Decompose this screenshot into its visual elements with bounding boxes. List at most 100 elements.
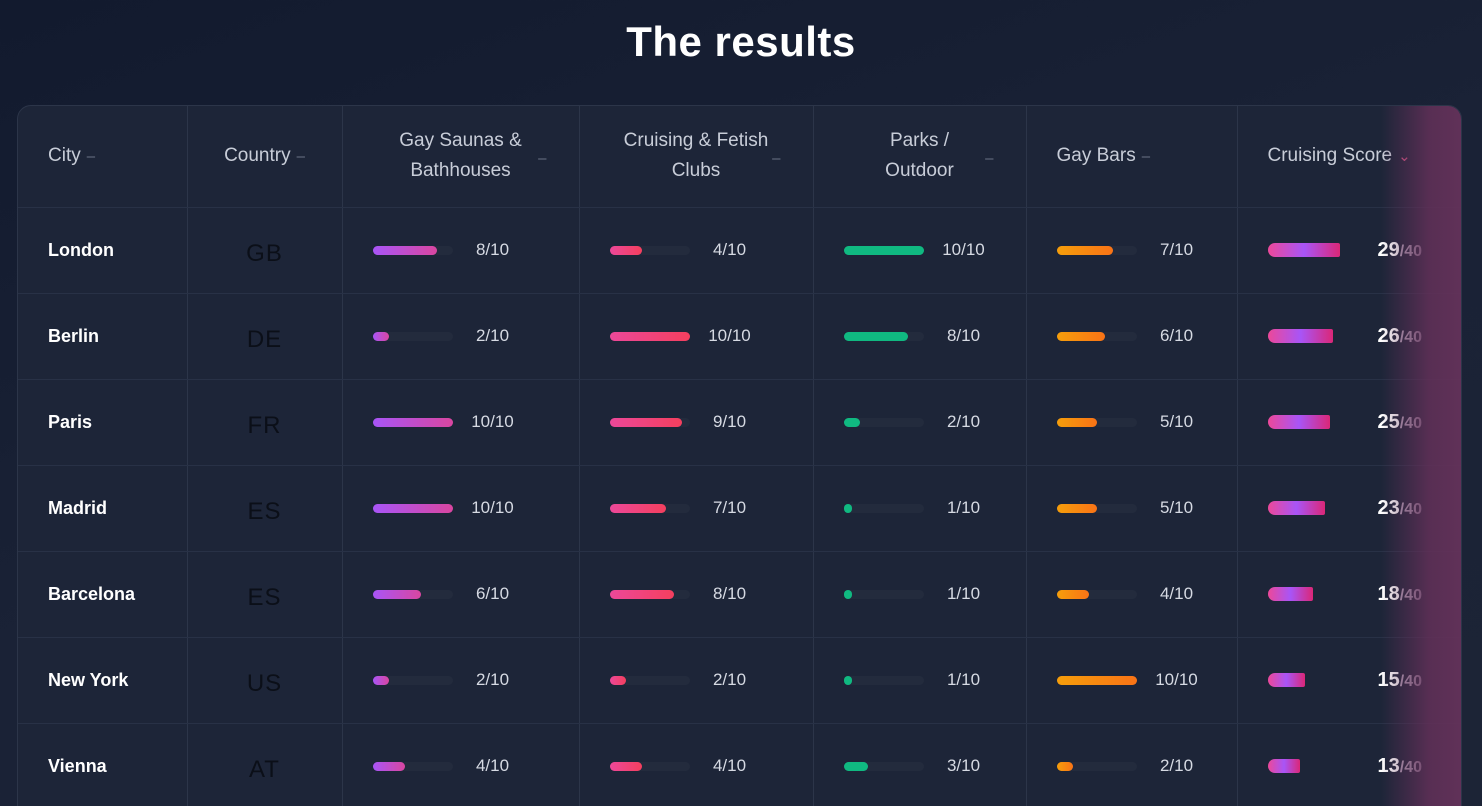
city-cell: New York [18,637,188,724]
saunas-bar-track [372,503,453,513]
saunas-value: 4/10 [475,756,510,775]
saunas-bar-fill [372,503,453,513]
parks-cell: 8/10 [813,293,1027,380]
bars-value: 2/10 [1159,756,1194,775]
score-value: 13/40 [1378,755,1423,778]
table-row: New York US 2/10 2/10 1/10 10/10 15/40 [18,637,1461,724]
bars-bar-fill [1056,331,1105,341]
table-row: London GB 8/10 4/10 10/10 7/10 29/40 [18,207,1461,294]
column-header-country[interactable]: Country – [187,106,343,208]
bars-bar-track [1056,245,1137,255]
score-bar-track [1267,673,1368,687]
clubs-value: 8/10 [712,584,747,603]
clubs-cell: 10/10 [579,293,814,380]
parks-bar-fill [843,245,924,255]
clubs-bar-track [609,245,690,255]
saunas-bar-fill [372,761,405,771]
score-denominator: /40 [1399,586,1422,604]
bars-bar-fill [1056,245,1113,255]
saunas-bar-track [372,589,453,599]
score-bar-fill [1267,501,1325,515]
column-header-score[interactable]: Cruising Score ⌄ [1237,106,1461,208]
bars-cell: 4/10 [1026,551,1238,638]
bars-value: 4/10 [1159,584,1194,603]
parks-bar-track [843,761,924,771]
bars-value: 10/10 [1155,670,1198,689]
bars-value: 6/10 [1159,326,1194,345]
bars-cell: 6/10 [1026,293,1238,380]
clubs-bar-track [609,503,690,513]
bars-value: 5/10 [1159,412,1194,431]
parks-value: 2/10 [946,412,981,431]
column-label: Cruising & Fetish Clubs [623,130,769,182]
score-bar-fill [1267,759,1300,773]
score-cell: 13/40 [1237,723,1461,806]
column-label: Country [224,144,291,166]
score-bar-fill [1267,243,1340,257]
results-table: City – Country – Gay Saunas & Bathhouses – … [18,106,1461,806]
table-row: Barcelona ES 6/10 8/10 1/10 4/10 18/40 [18,551,1461,638]
page-title: The results [626,18,856,65]
clubs-cell: 2/10 [579,637,814,724]
parks-bar-fill [843,589,852,599]
bars-bar-track [1056,417,1137,427]
parks-bar-track [843,675,924,685]
saunas-value: 10/10 [471,498,514,517]
sort-descending-icon: ⌄ [1398,147,1411,165]
saunas-cell: 8/10 [342,207,580,294]
saunas-cell: 2/10 [342,637,580,724]
saunas-value: 10/10 [471,412,514,431]
country-cell: US [187,637,343,724]
score-value: 29/40 [1378,239,1423,262]
score-bar-track [1267,329,1368,343]
saunas-bar-fill [372,589,421,599]
table-row: Vienna AT 4/10 4/10 3/10 2/10 13/40 [18,723,1461,806]
country-cell: DE [187,293,343,380]
clubs-bar-track [609,589,690,599]
parks-bar-track [843,589,924,599]
saunas-bar-fill [372,417,453,427]
saunas-bar-track [372,417,453,427]
bars-bar-fill [1056,589,1089,599]
column-header-city[interactable]: City – [18,106,188,208]
parks-value: 1/10 [946,498,981,517]
parks-value: 1/10 [946,584,981,603]
sort-neutral-icon: – [538,150,547,167]
bars-bar-fill [1056,503,1097,513]
country-cell: GB [187,207,343,294]
clubs-bar-fill [609,417,682,427]
score-cell: 25/40 [1237,379,1461,466]
clubs-bar-track [609,761,690,771]
clubs-bar-fill [609,503,666,513]
parks-bar-track [843,245,924,255]
score-bar-track [1267,415,1368,429]
clubs-bar-fill [609,331,690,341]
saunas-bar-fill [372,245,437,255]
bars-bar-fill [1056,761,1073,771]
score-value: 15/40 [1378,669,1423,692]
parks-cell: 10/10 [813,207,1027,294]
results-table-container: City – Country – Gay Saunas & Bathhouses – … [17,105,1462,806]
saunas-cell: 10/10 [342,379,580,466]
column-header-saunas[interactable]: Gay Saunas & Bathhouses – [342,106,580,208]
score-cell: 18/40 [1237,551,1461,638]
score-value: 18/40 [1378,583,1423,606]
column-header-parks[interactable]: Parks / Outdoor – [813,106,1027,208]
score-number: 23 [1377,496,1400,519]
clubs-cell: 8/10 [579,551,814,638]
city-cell: Madrid [18,465,188,552]
column-header-clubs[interactable]: Cruising & Fetish Clubs – [579,106,814,208]
bars-bar-track [1056,331,1137,341]
bars-value: 7/10 [1159,240,1194,259]
sort-neutral-icon: – [1141,147,1151,165]
parks-bar-fill [843,331,908,341]
parks-bar-track [843,503,924,513]
score-bar-fill [1267,587,1313,601]
bars-cell: 2/10 [1026,723,1238,806]
column-header-bars[interactable]: Gay Bars – [1026,106,1238,208]
city-cell: Berlin [18,293,188,380]
sort-neutral-icon: – [985,150,994,167]
parks-cell: 2/10 [813,379,1027,466]
score-bar-track [1267,243,1368,257]
parks-bar-fill [843,503,852,513]
